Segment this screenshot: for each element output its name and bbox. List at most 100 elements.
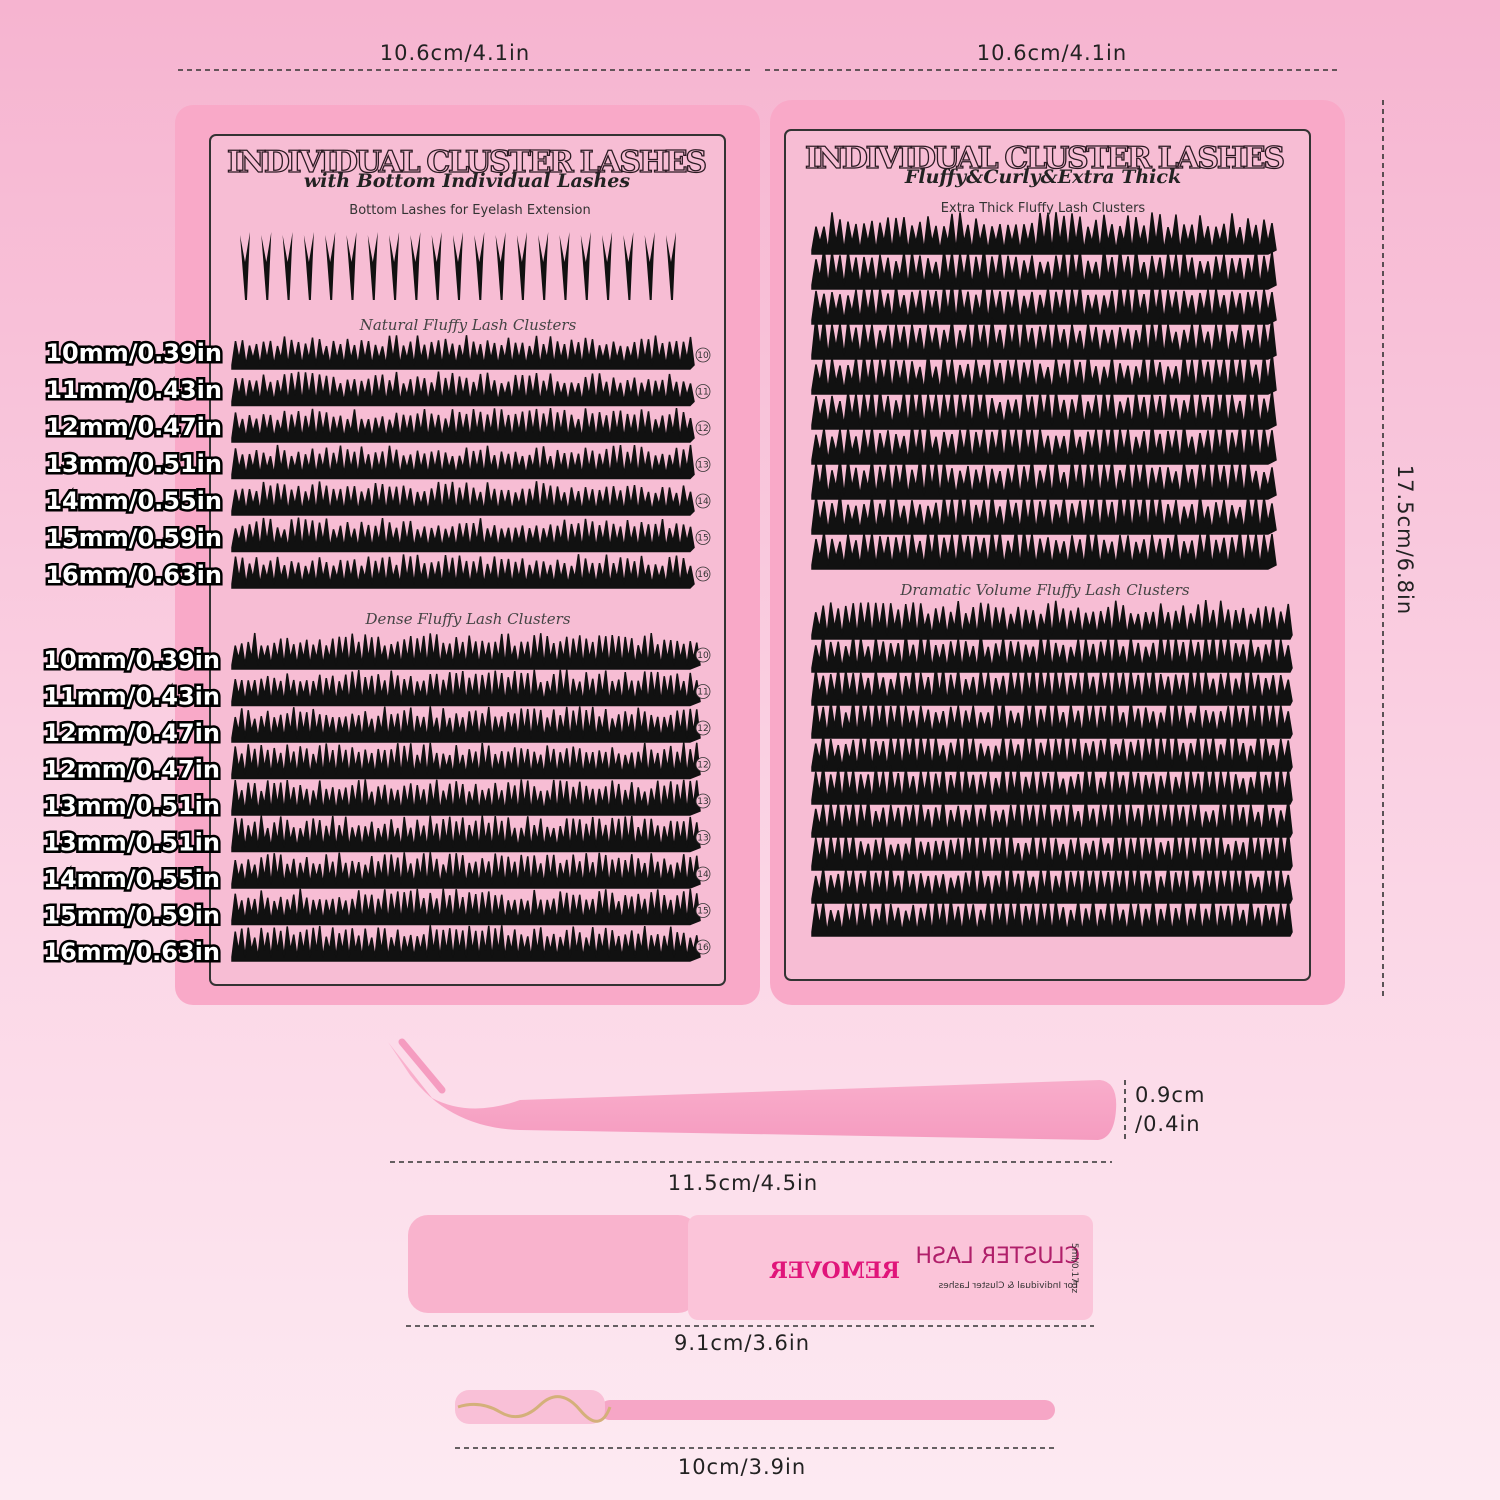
remover-name: REMOVER	[769, 1258, 900, 1284]
remover-note: For Individual & Cluster Lashes	[938, 1281, 1078, 1291]
row-number-badge	[695, 720, 711, 736]
lash-row	[811, 864, 1293, 904]
row-number: 12	[697, 424, 708, 434]
row-number-badge	[695, 684, 711, 699]
row-number: 16	[697, 570, 709, 580]
lash-row	[231, 371, 695, 407]
lash-row	[811, 527, 1277, 570]
length-label: 16mm/0.63in	[45, 561, 222, 589]
row-number: 11	[697, 688, 708, 698]
lash-row	[811, 457, 1277, 500]
bottom-lash	[495, 232, 506, 300]
remover-title: CLUSTER LASH	[915, 1244, 1080, 1269]
lash-row	[811, 599, 1293, 640]
row-number: 13	[697, 797, 708, 807]
row-number-badge	[695, 903, 711, 918]
bottom-lash	[389, 232, 400, 300]
section-title: Natural Fluffy Lash Clusters	[359, 316, 577, 334]
lash-row	[811, 798, 1293, 838]
bottom-lash	[325, 232, 336, 300]
row-number: 14	[697, 870, 709, 880]
bottom-lash	[240, 232, 250, 300]
tweezers-tip	[398, 1038, 446, 1094]
dimension-label: /0.4in	[1135, 1112, 1201, 1136]
length-label: 13mm/0.51in	[45, 450, 222, 478]
bottom-lash	[644, 232, 655, 300]
row-number-badge	[695, 939, 711, 955]
length-label: 10mm/0.39in	[45, 339, 222, 367]
bottom-lash	[666, 232, 676, 300]
bottom-lash	[453, 232, 463, 300]
brush-head	[455, 1390, 605, 1424]
lash-row	[811, 421, 1277, 465]
length-label: 15mm/0.59in	[43, 902, 220, 930]
lash-row	[811, 387, 1277, 430]
length-label: 14mm/0.55in	[45, 487, 222, 515]
lash-row	[811, 282, 1277, 325]
length-label: 15mm/0.59in	[45, 524, 222, 552]
bottom-lash	[602, 232, 613, 300]
length-labels: 10mm/0.39in 11mm/0.43in 12mm/0.47in 13mm/0.…	[41, 337, 225, 969]
dimension-label: 9.1cm/3.6in	[674, 1331, 810, 1355]
bottom-lash	[559, 232, 570, 300]
length-label: 12mm/0.47in	[45, 413, 222, 441]
dimension-label: 10cm/3.9in	[678, 1455, 806, 1479]
bottom-lash	[410, 232, 421, 300]
lash-row	[231, 335, 695, 370]
lash-row	[231, 925, 701, 962]
lash-row	[231, 888, 701, 926]
row-number-badge	[695, 420, 711, 436]
lash-row	[811, 699, 1293, 739]
bottom-lash	[623, 232, 634, 300]
row-number-badge	[695, 347, 711, 363]
row-number-badge	[695, 493, 711, 509]
row-number: 14	[697, 497, 709, 507]
dimension-label: 11.5cm/4.5in	[668, 1171, 818, 1195]
length-label: 11mm/0.43in	[43, 683, 220, 711]
lash-row	[231, 742, 701, 780]
dimension-label: 10.6cm/4.1in	[380, 41, 530, 65]
brush-wire	[457, 1395, 612, 1423]
remover-volume: 5ml/0.17oz	[1069, 1243, 1079, 1294]
row-number-badge	[695, 566, 711, 582]
bottom-lash	[580, 232, 591, 300]
lash-row	[231, 669, 701, 707]
row-number: 16	[697, 943, 709, 953]
bottom-lash	[474, 232, 485, 300]
bottom-lash	[431, 232, 442, 300]
row-number-badge	[695, 530, 711, 545]
remover-tube	[688, 1215, 1093, 1320]
row-number: 15	[697, 534, 708, 544]
lash-row	[231, 632, 701, 670]
length-label: 13mm/0.51in	[43, 792, 220, 820]
lash-row	[231, 815, 701, 853]
row-number: 10	[697, 351, 709, 361]
length-label: 11mm/0.43in	[45, 376, 222, 404]
lash-row	[811, 351, 1277, 395]
lash-row	[231, 852, 701, 889]
row-number-badge	[695, 647, 711, 663]
lash-row	[811, 764, 1293, 805]
dimension-label: 0.9cm	[1135, 1083, 1205, 1107]
length-label: 10mm/0.39in	[43, 646, 220, 674]
lash-row	[811, 212, 1277, 255]
lash-row	[811, 731, 1293, 772]
bottom-lash	[367, 232, 378, 300]
bottom-lash	[261, 232, 272, 300]
length-label: 12mm/0.47in	[43, 719, 220, 747]
lash-row	[231, 706, 701, 743]
tray-header: INDIVIDUAL CLUSTER LASHES	[227, 145, 707, 180]
brush-handle	[600, 1400, 1055, 1420]
row-number: 11	[697, 388, 708, 398]
lash-row	[231, 444, 695, 480]
length-label: 12mm/0.47in	[43, 756, 220, 784]
length-label: 13mm/0.51in	[43, 829, 220, 857]
tweezers	[388, 1042, 1117, 1140]
bottom-lash	[346, 232, 357, 300]
dimension-label: 10.6cm/4.1in	[977, 41, 1127, 65]
lash-row	[231, 408, 695, 443]
tray-subtitle: with Bottom Individual Lashes	[304, 170, 630, 192]
lash-row	[811, 633, 1293, 673]
row-number: 13	[697, 461, 708, 471]
